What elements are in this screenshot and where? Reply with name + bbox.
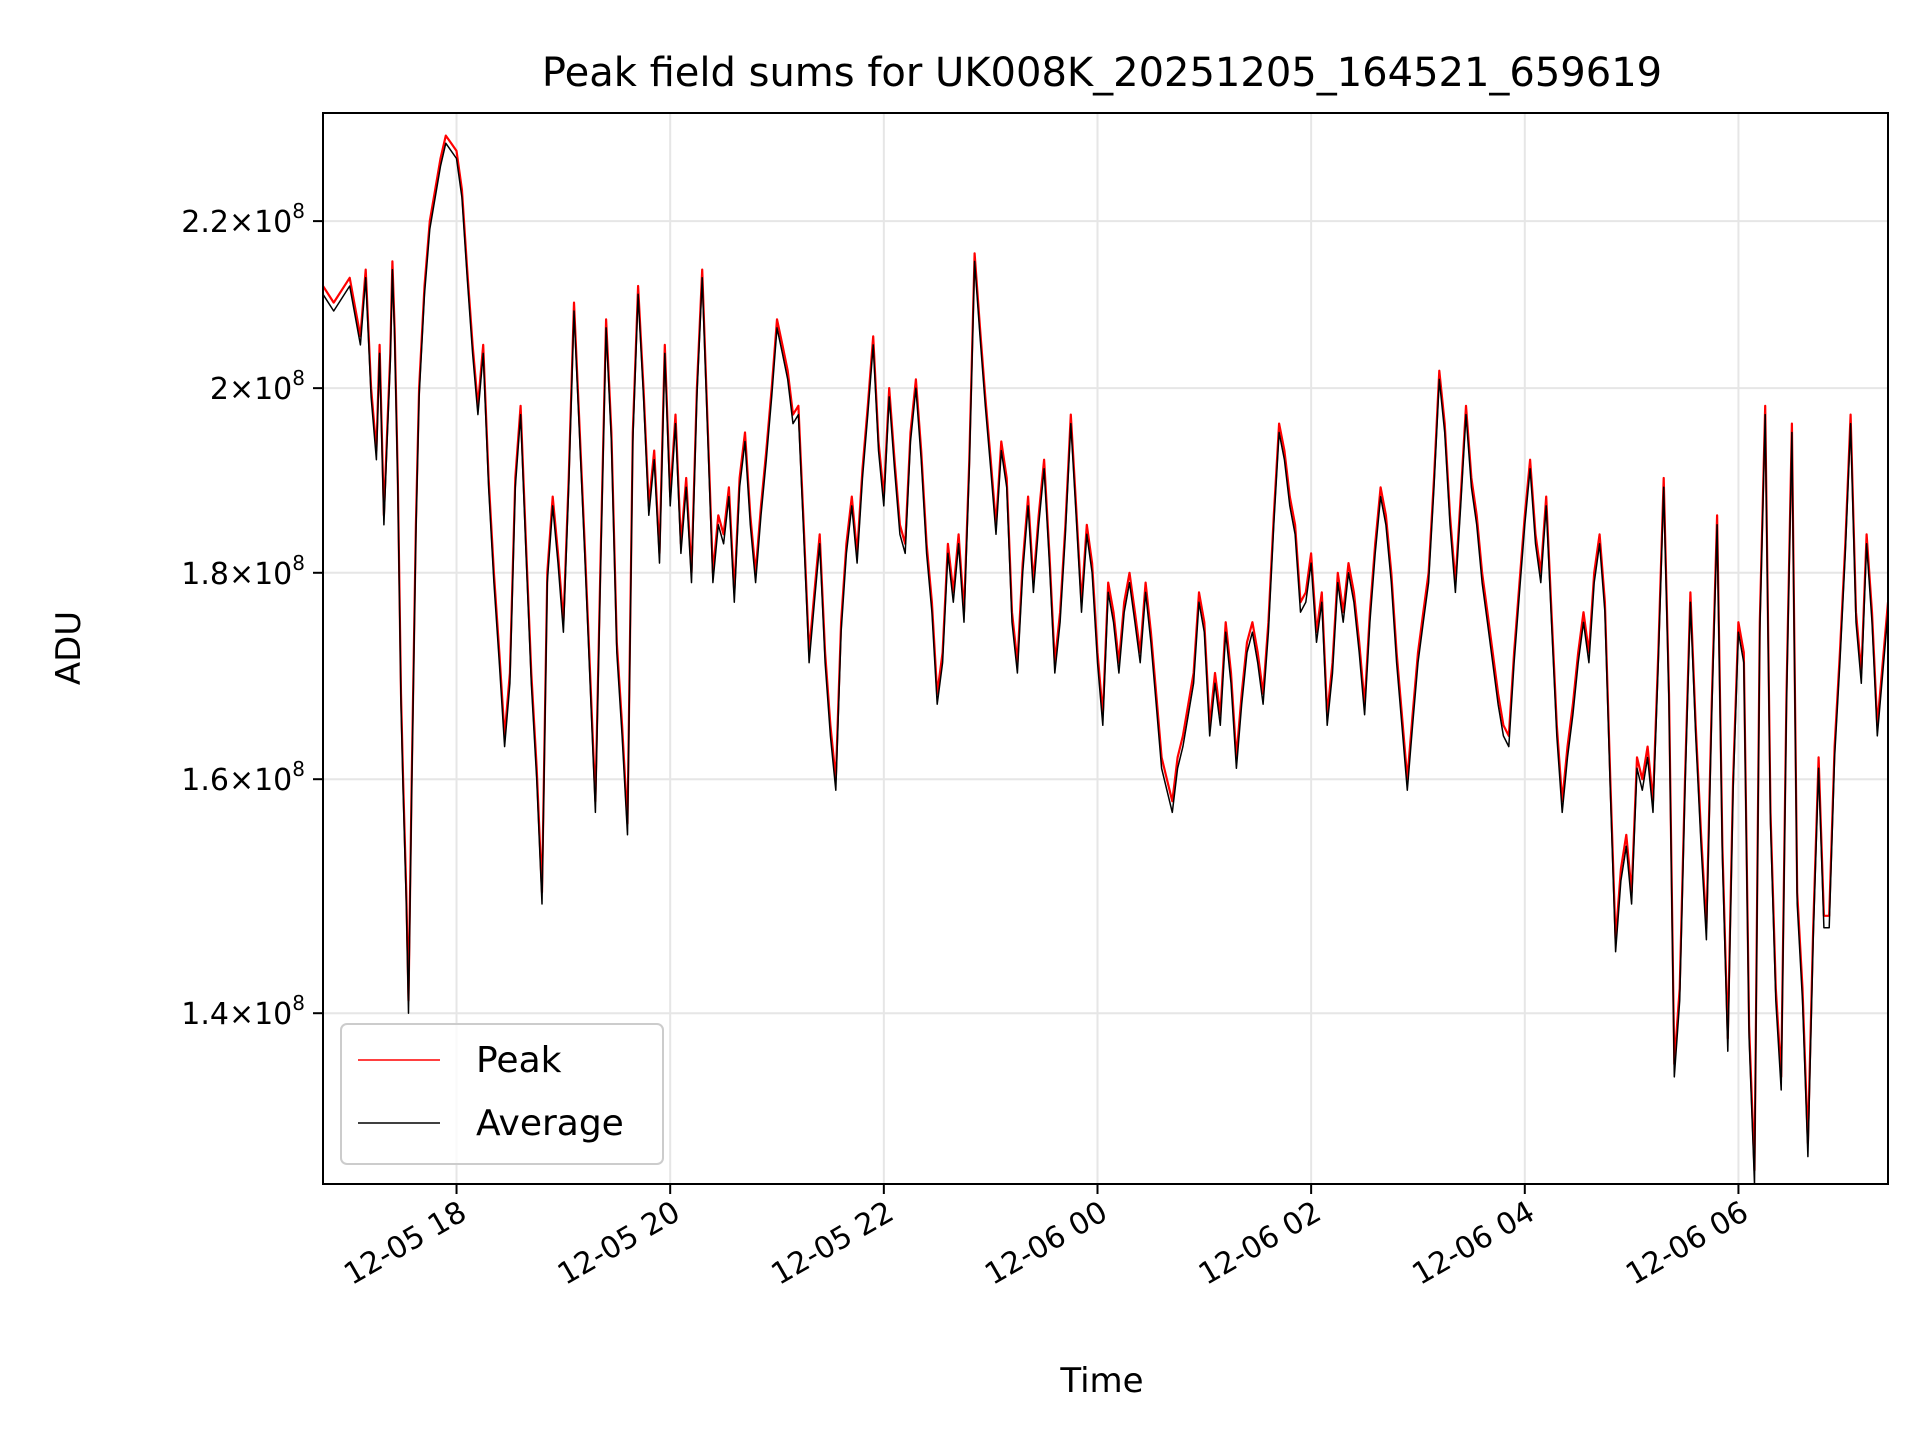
grid: [323, 113, 1888, 1184]
chart-title: Peak field sums for UK008K_20251205_1645…: [542, 50, 1662, 96]
y-tick-label: 1.6×108: [181, 757, 305, 798]
y-tick-label: 2.2×108: [181, 199, 305, 240]
y-tick-exponent: 8: [292, 991, 305, 1015]
y-tick-mantissa: 2.2×10: [181, 205, 292, 240]
plot-frame: [322, 112, 1889, 1185]
y-tick-label: 2×108: [210, 366, 305, 407]
y-tick-exponent: 8: [292, 366, 305, 390]
y-tick-mantissa: 1.8×10: [181, 557, 292, 592]
x-axis-label: Time: [1059, 1361, 1143, 1401]
y-tick-mantissa: 1.6×10: [181, 763, 292, 798]
y-tick-exponent: 8: [292, 757, 305, 781]
legend: Peak Average: [340, 1023, 664, 1165]
y-tick-label: 1.8×108: [181, 551, 305, 592]
y-axis-label: ADU: [49, 611, 89, 685]
series-line-average: [323, 142, 1888, 1184]
series-layer: [323, 134, 1888, 1184]
legend-box: [340, 1023, 664, 1165]
y-tick-label: 1.4×108: [181, 991, 305, 1032]
legend-peak-label: Peak: [476, 1040, 562, 1081]
y-tick-mantissa: 1.4×10: [181, 997, 292, 1032]
legend-average-label: Average: [476, 1103, 624, 1144]
y-tick-exponent: 8: [292, 199, 305, 223]
y-tick-exponent: 8: [292, 551, 305, 575]
y-tick-mantissa: 2×10: [210, 372, 292, 407]
